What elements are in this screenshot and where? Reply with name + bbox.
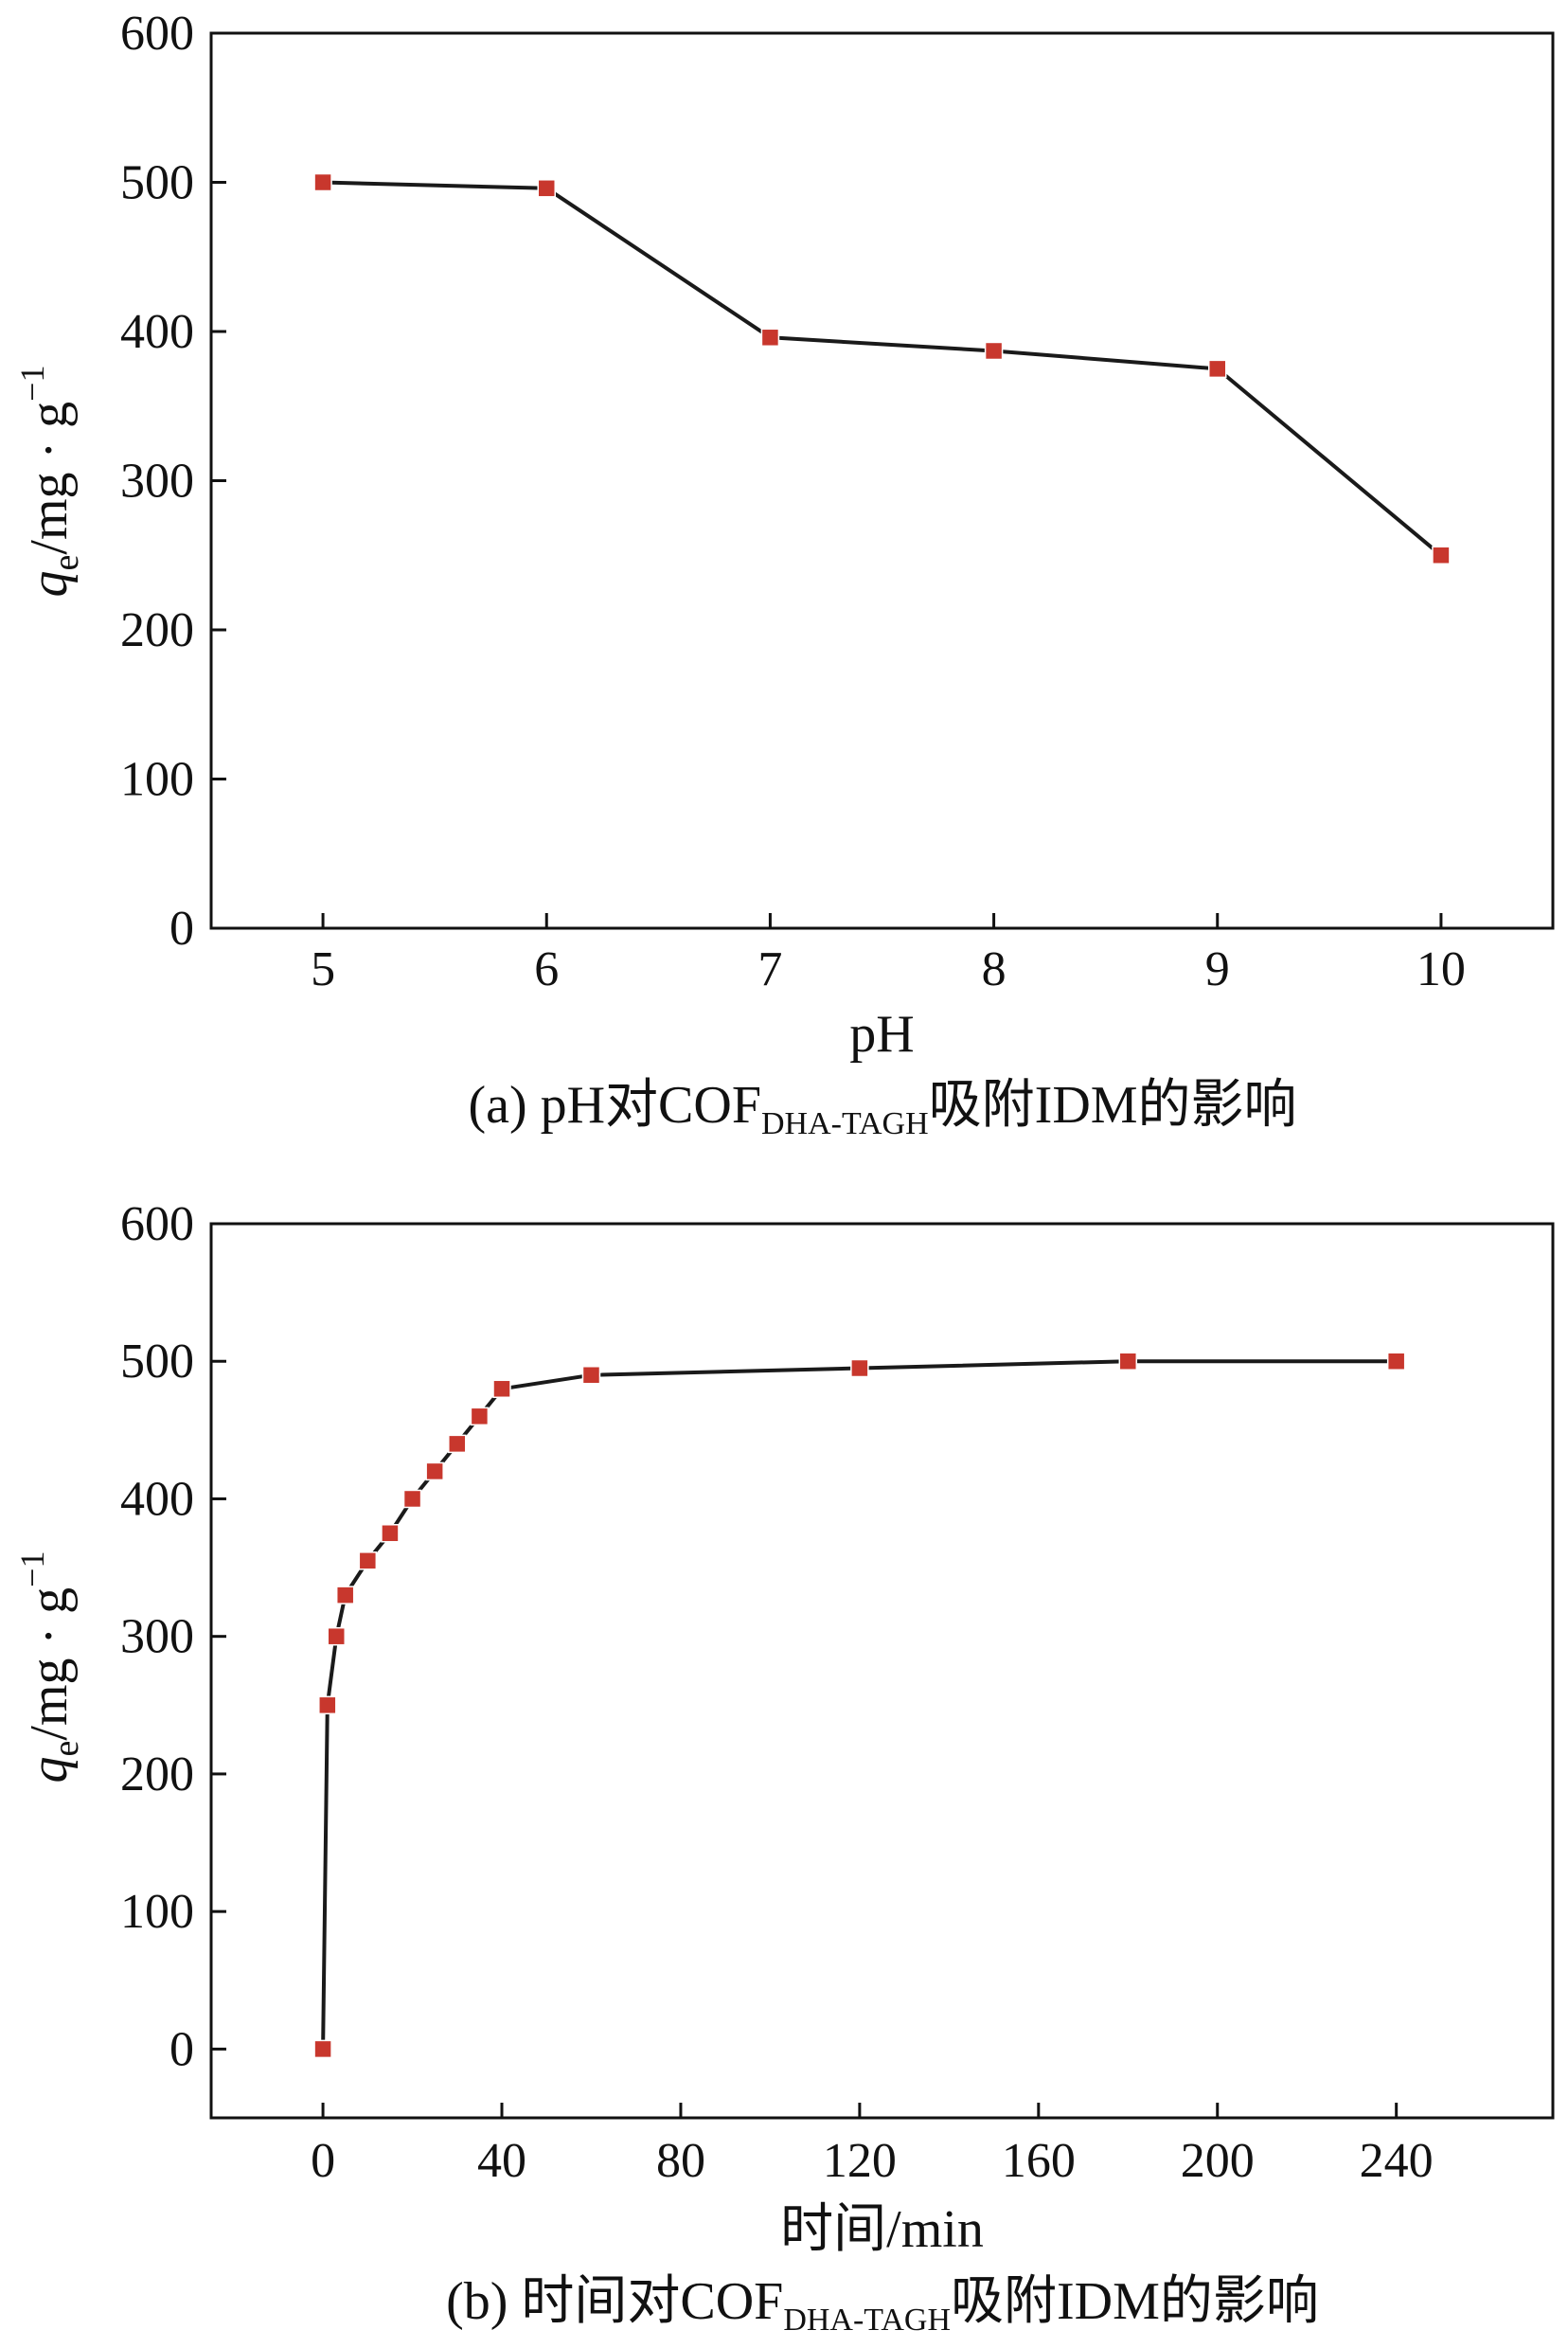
- y-tick-label: 500: [120, 156, 194, 210]
- y-tick-label: 100: [120, 1885, 194, 1939]
- x-tick-label: 120: [823, 2134, 897, 2188]
- x-tick-label: 8: [982, 942, 1007, 996]
- data-point: [448, 1434, 467, 1454]
- y-tick-label: 200: [120, 1748, 194, 1801]
- y-axis-label-symbol: q: [20, 570, 79, 597]
- panel-b-time-chart: 0 100 200 300 400 500 600 0 40 80 120 160 200 240 时间/m…: [13, 1197, 1555, 2338]
- x-tick-label: 10: [1417, 942, 1466, 996]
- data-point: [760, 328, 780, 348]
- y-tick-label: 300: [120, 455, 194, 509]
- panel-a-ph-chart: 0 100 200 300 400 500 600 5 6 7 8 9 10 pH qe/mg · g−1 (…: [13, 7, 1555, 1141]
- y-tick-label: 400: [120, 1472, 194, 1526]
- y-tick-label: 200: [120, 603, 194, 657]
- x-tick-label: 7: [757, 942, 782, 996]
- data-point: [318, 1695, 337, 1715]
- data-point: [1386, 1352, 1406, 1371]
- x-axis-label: 时间/min: [780, 2200, 984, 2259]
- data-point: [492, 1379, 511, 1399]
- data-point: [402, 1489, 422, 1509]
- data-point: [381, 1524, 400, 1543]
- data-point: [1432, 546, 1451, 565]
- caption-text: (b) 时间对COF: [446, 2272, 783, 2331]
- data-point: [327, 1626, 347, 1646]
- x-tick-label: 40: [477, 2134, 526, 2188]
- data-point: [425, 1461, 444, 1481]
- caption-subscript: DHA-TAGH: [783, 2303, 951, 2338]
- plot-frame: [209, 1222, 1555, 2120]
- x-tick-label: 0: [311, 2134, 335, 2188]
- data-point: [1118, 1352, 1138, 1371]
- x-tick-label: 80: [656, 2134, 705, 2188]
- x-tick-label: 160: [1002, 2134, 1076, 2188]
- caption-text: (a) pH对COF: [468, 1076, 761, 1135]
- x-tick-label: 9: [1205, 942, 1230, 996]
- y-tick-label: 0: [169, 902, 194, 956]
- x-tick-label: 240: [1360, 2134, 1434, 2188]
- y-tick-label: 500: [120, 1335, 194, 1389]
- caption-text-end: 吸附IDM的影响: [929, 1076, 1297, 1135]
- data-point: [581, 1366, 601, 1385]
- data-point: [537, 179, 556, 198]
- y-tick-label: 400: [120, 305, 194, 359]
- y-axis-label-unit: /mg · g: [20, 402, 79, 555]
- data-point: [313, 172, 332, 192]
- caption-text-end: 吸附IDM的影响: [951, 2272, 1319, 2331]
- y-axis-label-subscript: e: [46, 1741, 86, 1757]
- data-point: [1208, 359, 1227, 379]
- y-tick-label: 600: [120, 7, 194, 61]
- data-point: [850, 1358, 869, 1378]
- y-axis-label: qe/mg · g−1: [13, 1551, 86, 1783]
- y-tick-label: 300: [120, 1610, 194, 1664]
- data-point: [335, 1586, 355, 1604]
- y-tick-label: 0: [169, 2022, 194, 2076]
- y-axis-label-subscript: e: [46, 555, 86, 571]
- x-tick-label: 6: [534, 942, 559, 996]
- y-axis-label: qe/mg · g−1: [13, 366, 86, 598]
- y-axis-label-superscript: −1: [13, 1551, 51, 1587]
- panel-caption: (b) 时间对COFDHA-TAGH吸附IDM的影响: [446, 2272, 1319, 2338]
- caption-subscript: DHA-TAGH: [761, 1106, 929, 1141]
- y-tick-label: 600: [120, 1197, 194, 1251]
- x-tick-label: 200: [1181, 2134, 1255, 2188]
- y-axis-label-symbol: q: [20, 1756, 79, 1783]
- x-tick-label: 5: [311, 942, 335, 996]
- y-axis-label-superscript: −1: [13, 366, 51, 402]
- series-line: [321, 1359, 1397, 2050]
- data-point: [984, 341, 1004, 361]
- y-axis-label-unit: /mg · g: [20, 1587, 79, 1741]
- data-point: [358, 1551, 378, 1570]
- x-axis-label: pH: [849, 1005, 914, 1064]
- data-point: [470, 1407, 490, 1426]
- data-point: [313, 2039, 332, 2059]
- series-line: [323, 180, 1443, 557]
- panel-caption: (a) pH对COFDHA-TAGH吸附IDM的影响: [468, 1076, 1296, 1141]
- y-tick-label: 100: [120, 753, 194, 807]
